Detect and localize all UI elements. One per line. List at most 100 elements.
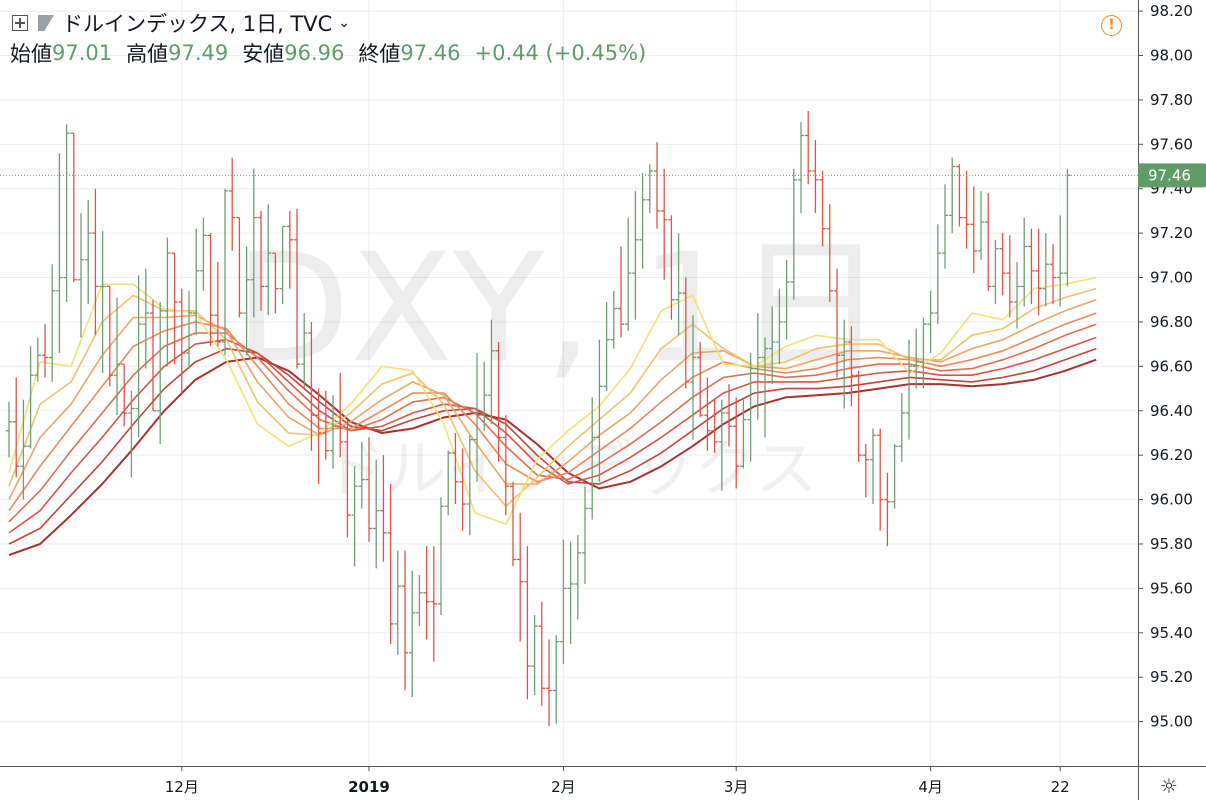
high-label: 高値 <box>126 42 169 66</box>
price-tick-label: 97.20 <box>1150 224 1193 242</box>
ohlc-bar <box>63 124 70 302</box>
ribbon-lines <box>8 276 1097 557</box>
ohlc-bar <box>603 301 610 391</box>
ohlc-bar <box>797 122 805 214</box>
ohlc-bar <box>85 199 92 305</box>
ohlc-bar <box>380 455 387 562</box>
low-label: 安値 <box>242 42 285 66</box>
ohlc-bar <box>315 388 322 485</box>
ohlc-bar <box>236 216 243 318</box>
ohlc-bar <box>49 264 56 382</box>
ribbon-line <box>8 347 1097 545</box>
ohlc-bar <box>1006 235 1013 318</box>
ohlc-bar <box>992 239 999 305</box>
ohlc-bar <box>833 268 841 378</box>
ohlc-bar <box>1042 233 1049 307</box>
ohlc-bar <box>193 228 200 336</box>
ohlc-bar <box>200 217 207 291</box>
ohlc-bar <box>373 459 380 569</box>
alert-icon[interactable]: ! <box>1101 15 1122 36</box>
plot-background <box>0 0 1138 766</box>
ohlc-bar <box>308 321 315 451</box>
ohlc-bar <box>106 285 113 387</box>
ohlc-bar <box>682 277 689 389</box>
ohlc-bar <box>1035 228 1042 316</box>
ohlc-bar <box>437 497 445 616</box>
settings-gear-icon[interactable]: ☼ <box>1160 774 1178 798</box>
ohlc-bar <box>423 546 430 640</box>
ohlc-bar <box>113 297 121 416</box>
ohlc-bar <box>956 164 963 227</box>
time-axis[interactable]: 12月 2019 2月 3月 4月 22 <box>0 766 1206 800</box>
ohlc-bar <box>574 535 581 620</box>
price-tick-label: 95.80 <box>1150 535 1193 553</box>
ohlc-bar <box>884 472 891 547</box>
ohlc-bar <box>394 550 401 655</box>
ohlc-bar <box>697 341 704 418</box>
time-tick-label: 12月 <box>165 778 199 796</box>
ohlc-bar <box>178 288 185 396</box>
ohlc-bar <box>970 186 977 274</box>
ohlc-bar <box>675 233 682 336</box>
ohlc-bar <box>99 230 106 374</box>
ohlc-bar <box>632 190 639 320</box>
ohlc-bar <box>272 252 279 314</box>
ribbon-line <box>8 287 1097 508</box>
ohlc-bar <box>589 397 596 520</box>
ohlc-bar <box>812 139 819 214</box>
ohlc-bar <box>488 319 495 425</box>
high-value: 97.49 <box>168 41 229 65</box>
expand-icon[interactable] <box>12 15 28 31</box>
ohlc-bar <box>56 153 63 354</box>
price-tick-label: 96.80 <box>1150 313 1193 331</box>
legend-header: ドルインデックス, 1日, TVC ⌄ 始値 97.01 高値 97.49 安値… <box>10 8 646 68</box>
ribbon-line <box>8 356 1097 557</box>
price-tick-label: 95.00 <box>1150 713 1193 731</box>
ohlc-bar <box>401 550 409 691</box>
symbol-flag-icon <box>38 15 54 31</box>
ribbon-line <box>8 336 1097 534</box>
ohlc-bar <box>769 306 776 385</box>
ohlc-bar <box>121 363 128 427</box>
time-axis-bg <box>0 766 1138 800</box>
ohlc-bar <box>891 444 898 509</box>
ohlc-bar <box>430 546 437 662</box>
time-tick-label: 4月 <box>918 778 943 796</box>
ohlc-bar <box>1057 215 1064 307</box>
chevron-down-icon[interactable]: ⌄ <box>338 15 351 31</box>
ohlc-bar <box>459 448 466 531</box>
ohlc-bar <box>135 275 142 438</box>
time-tick-label: 3月 <box>724 778 749 796</box>
ohlc-bar <box>409 570 416 698</box>
price-axis[interactable]: 98.2098.0097.8097.6097.4097.2097.0096.80… <box>1138 0 1206 800</box>
ohlc-bar <box>416 575 423 627</box>
ohlc-bar <box>445 450 452 516</box>
ohlc-bar <box>337 373 344 458</box>
ohlc-bar <box>625 217 632 331</box>
symbol-title[interactable]: ドルインデックス, 1日, TVC <box>62 12 333 36</box>
ohlc-bar <box>41 324 49 378</box>
ohlc-bar <box>949 157 956 234</box>
ohlc-bar <box>164 237 171 367</box>
price-tick-label: 95.40 <box>1150 624 1193 642</box>
open-label: 始値 <box>10 42 52 66</box>
ohlc-bar <box>977 190 985 260</box>
ohlc-bar <box>898 392 905 462</box>
ohlc-bar <box>538 601 545 707</box>
ohlc-bar <box>855 370 862 462</box>
ohlc-bar <box>293 208 301 369</box>
ohlc-bar <box>826 204 833 302</box>
price-tag-label: 97.46 <box>1148 166 1191 184</box>
ohlc-bar <box>999 233 1006 296</box>
ohlc-bar <box>452 432 459 505</box>
ohlc-bar <box>819 170 826 247</box>
ohlc-bar <box>5 401 13 458</box>
time-tick-label: 2019 <box>348 778 390 796</box>
ohlc-bar <box>286 210 293 289</box>
ohlc-bar <box>610 290 617 349</box>
ohlc-bar <box>790 168 797 300</box>
ohlc-bar <box>661 168 668 280</box>
ohlc-bar <box>963 170 970 249</box>
ohlc-bar <box>985 193 992 291</box>
